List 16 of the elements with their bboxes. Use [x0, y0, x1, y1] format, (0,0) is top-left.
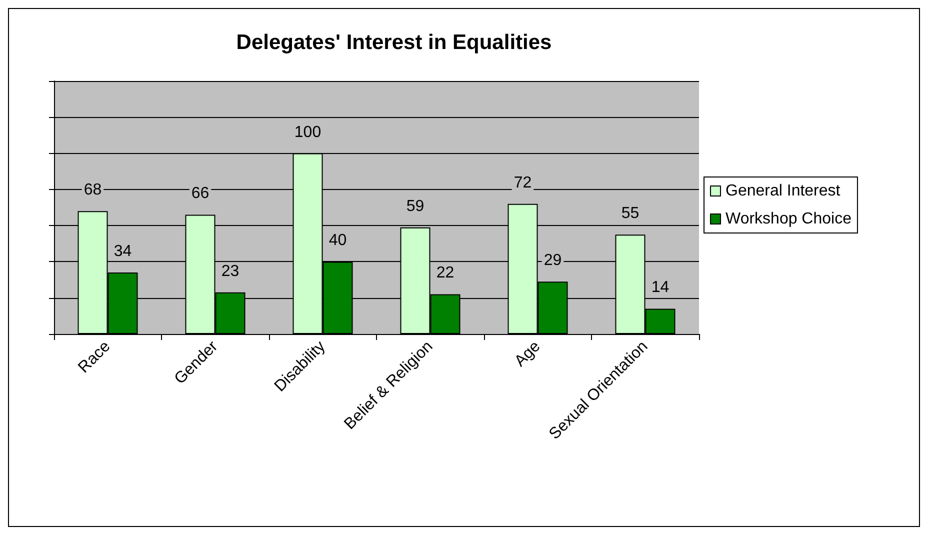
data-label: 23: [221, 262, 240, 280]
data-label: 68: [84, 182, 102, 199]
data-label: 59: [406, 198, 424, 215]
data-label: 40: [328, 232, 347, 250]
data-label: 22: [436, 264, 454, 282]
data-label: 34: [114, 243, 132, 260]
data-label: 29: [544, 252, 562, 270]
legend-label: General Interest: [726, 182, 841, 200]
data-label: 14: [651, 279, 670, 296]
data-label: 66: [191, 185, 210, 202]
legend-label: Workshop Choice: [726, 210, 852, 228]
chart-title: Delegates' Interest in Equalities: [236, 31, 552, 54]
data-label: 55: [621, 205, 640, 222]
data-label: 72: [514, 174, 532, 192]
data-label: 100: [294, 124, 322, 141]
x-tick-label: Age: [512, 338, 544, 370]
